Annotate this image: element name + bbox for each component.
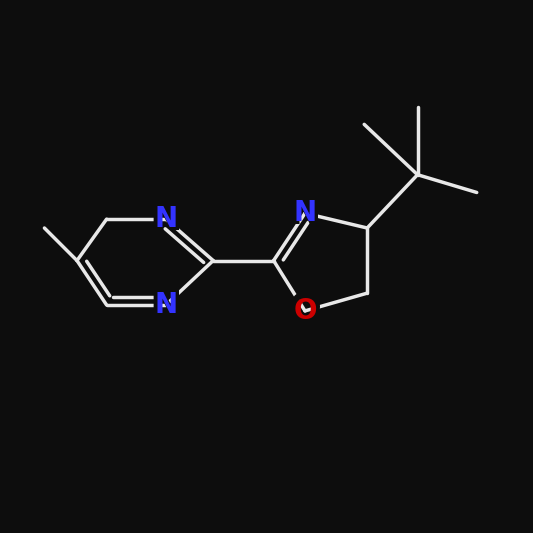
Text: N: N bbox=[289, 194, 321, 232]
Text: O: O bbox=[288, 292, 321, 330]
Text: N: N bbox=[150, 200, 182, 238]
Text: N: N bbox=[294, 199, 317, 227]
Text: N: N bbox=[150, 286, 182, 324]
Text: O: O bbox=[293, 297, 317, 325]
Text: N: N bbox=[154, 291, 177, 319]
Text: N: N bbox=[154, 205, 177, 233]
